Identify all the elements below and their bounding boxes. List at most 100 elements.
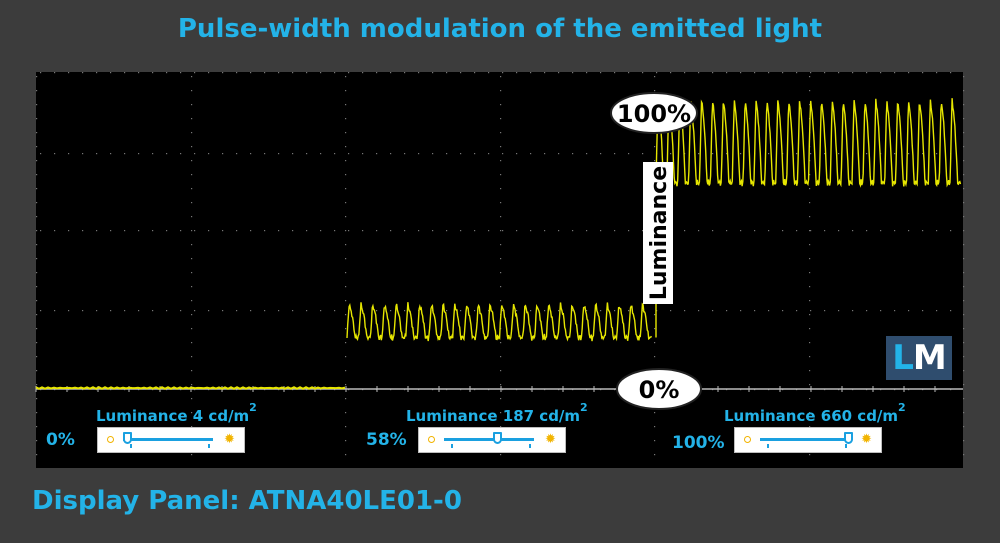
grid-dot: [500, 188, 502, 190]
grid-dot: [36, 342, 38, 344]
grid-dot: [894, 153, 896, 155]
grid-dot: [348, 153, 350, 155]
grid-dot: [208, 72, 210, 74]
grid-dot: [36, 132, 38, 134]
grid-dot: [809, 230, 811, 232]
grid-dot: [36, 104, 38, 106]
grid-dot: [516, 72, 518, 74]
grid-dot: [824, 310, 826, 312]
marker-0-label: 0%: [639, 376, 680, 404]
grid-dot: [628, 72, 630, 74]
grid-dot: [54, 310, 56, 312]
grid-dot: [36, 90, 38, 92]
grid-dot: [345, 174, 347, 176]
grid-dot: [600, 153, 602, 155]
grid-dot: [292, 230, 294, 232]
grid-dot: [963, 258, 965, 260]
grid-dot: [390, 230, 392, 232]
grid-dot: [36, 454, 38, 456]
grid-dot: [768, 230, 770, 232]
grid-dot: [345, 356, 347, 358]
grid-dot: [345, 398, 347, 400]
slider-tick: [208, 444, 210, 448]
grid-dot: [152, 230, 154, 232]
grid-dot: [36, 146, 38, 148]
grid-dot: [963, 146, 965, 148]
grid-dot: [446, 230, 448, 232]
grid-dot: [36, 328, 38, 330]
grid-dot: [500, 426, 502, 428]
grid-dot: [432, 72, 434, 74]
grid-dot: [124, 230, 126, 232]
grid-dot: [264, 230, 266, 232]
grid-dot: [824, 230, 826, 232]
grid-dot: [191, 258, 193, 260]
grid-dot: [278, 153, 280, 155]
dim-sun-icon: [428, 436, 435, 443]
signal-segment-1: [346, 302, 653, 342]
grid-dot: [36, 118, 38, 120]
grid-dot: [809, 370, 811, 372]
grid-dot: [166, 153, 168, 155]
grid-dot: [656, 72, 658, 74]
grid-dot: [345, 146, 347, 148]
grid-dot: [418, 72, 420, 74]
grid-dot: [404, 230, 406, 232]
grid-dot: [586, 310, 588, 312]
grid-dot: [654, 328, 656, 330]
grid-dot: [68, 230, 70, 232]
grid-dot: [54, 153, 56, 155]
grid-dot: [96, 230, 98, 232]
grid-dot: [191, 230, 193, 232]
grid-dot: [950, 230, 952, 232]
grid-dot: [345, 188, 347, 190]
grid-dot: [36, 314, 38, 316]
grid-dot: [36, 188, 38, 190]
grid-dot: [191, 90, 193, 92]
grid-dot: [572, 153, 574, 155]
grid-dot: [866, 230, 868, 232]
grid-dot: [922, 72, 924, 74]
grid-dot: [278, 310, 280, 312]
grid-dot: [500, 300, 502, 302]
grid-dot: [345, 384, 347, 386]
grid-dot: [36, 412, 38, 414]
grid-dot: [894, 310, 896, 312]
luminance-label-1: Luminance 187 cd/m2: [406, 401, 588, 425]
grid-dot: [250, 230, 252, 232]
grid-dot: [684, 72, 686, 74]
grid-dot: [278, 230, 280, 232]
grid-dot: [191, 412, 193, 414]
grid-dot: [712, 72, 714, 74]
grid-dot: [809, 356, 811, 358]
grid-dot: [488, 153, 490, 155]
display-panel-label: Display Panel: ATNA40LE01-0: [32, 486, 462, 516]
grid-dot: [345, 202, 347, 204]
grid-dot: [600, 72, 602, 74]
grid-dot: [810, 153, 812, 155]
grid-dot: [670, 310, 672, 312]
grid-dot: [516, 230, 518, 232]
grid-dot: [194, 310, 196, 312]
grid-dot: [191, 286, 193, 288]
slider-track: [123, 438, 213, 441]
grid-dot: [963, 188, 965, 190]
grid-dot: [516, 153, 518, 155]
grid-dot: [208, 153, 210, 155]
grid-dot: [320, 72, 322, 74]
marker-100-ellipse: [610, 92, 698, 134]
grid-dot: [191, 216, 193, 218]
grid-dot: [348, 72, 350, 74]
grid-dot: [963, 440, 965, 442]
grid-dot: [191, 314, 193, 316]
grid-dot: [166, 230, 168, 232]
brightness-setting-0: 0%: [46, 430, 75, 450]
grid-dot: [809, 76, 811, 78]
grid-dot: [642, 230, 644, 232]
grid-dot: [963, 328, 965, 330]
grid-dot: [698, 230, 700, 232]
dim-sun-icon: [744, 436, 751, 443]
luminance-label-2: Luminance 660 cd/m2: [724, 401, 906, 425]
grid-dot: [502, 153, 504, 155]
grid-dot: [152, 72, 154, 74]
